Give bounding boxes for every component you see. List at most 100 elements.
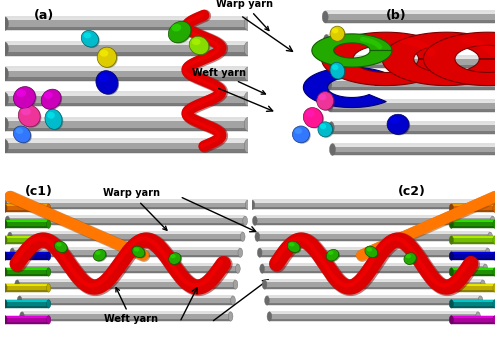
Ellipse shape [244,67,251,81]
Bar [5,220,49,228]
Ellipse shape [16,128,24,134]
Ellipse shape [46,110,64,130]
Ellipse shape [316,92,334,110]
Bar [452,306,495,308]
Ellipse shape [483,264,488,273]
Ellipse shape [46,220,51,228]
Bar [258,232,490,241]
Bar [5,200,248,203]
Ellipse shape [132,246,145,258]
Bar [5,42,248,55]
Bar [17,280,235,282]
Bar [332,122,500,133]
Ellipse shape [2,200,7,210]
Ellipse shape [46,204,51,212]
Ellipse shape [390,117,400,124]
Bar [260,248,488,250]
Bar [5,17,248,20]
Bar [5,300,49,308]
Ellipse shape [250,200,255,210]
Bar [5,92,248,96]
Bar [5,316,49,324]
Ellipse shape [46,284,51,292]
Ellipse shape [244,17,251,30]
Bar [5,242,49,244]
Bar [5,322,49,324]
Ellipse shape [170,22,192,44]
Bar [452,210,495,212]
Bar [14,264,238,273]
Ellipse shape [493,300,497,308]
Bar [325,11,500,23]
Ellipse shape [328,122,334,133]
Ellipse shape [228,312,233,321]
Bar [22,312,231,321]
Ellipse shape [326,78,332,90]
Ellipse shape [449,220,454,228]
Bar [255,216,492,218]
Ellipse shape [476,312,480,321]
Bar [325,20,500,23]
Bar [452,300,495,302]
Ellipse shape [406,254,411,258]
Bar [5,200,248,210]
Ellipse shape [2,92,8,106]
Bar [5,220,49,222]
Bar [5,274,49,276]
Ellipse shape [332,28,338,33]
Bar [452,204,495,212]
Bar [5,150,248,153]
Ellipse shape [262,280,267,289]
Ellipse shape [289,243,294,246]
Ellipse shape [97,72,119,95]
Ellipse shape [488,232,492,241]
Bar [255,223,492,225]
Ellipse shape [387,114,409,134]
Bar [452,242,495,244]
Ellipse shape [98,74,108,82]
Bar [452,290,495,292]
Ellipse shape [20,106,42,128]
Ellipse shape [238,248,242,257]
Polygon shape [312,34,392,67]
Ellipse shape [14,87,36,109]
Ellipse shape [233,280,238,289]
Ellipse shape [244,42,251,55]
Bar [5,258,49,260]
Bar [267,296,480,298]
Ellipse shape [294,128,302,134]
Ellipse shape [14,87,36,108]
Bar [5,27,248,30]
Bar [5,316,49,318]
Ellipse shape [493,252,497,260]
Bar [252,207,495,210]
Bar [332,152,500,155]
Ellipse shape [46,300,51,308]
Bar [332,122,500,125]
Bar [452,220,495,228]
Ellipse shape [318,92,335,111]
Bar [328,57,500,59]
Ellipse shape [3,300,7,308]
Ellipse shape [41,89,61,109]
Bar [5,210,49,212]
Ellipse shape [94,250,106,261]
Text: (c1): (c1) [24,185,52,198]
Ellipse shape [46,268,51,276]
Bar [267,303,480,305]
Ellipse shape [478,296,483,305]
Bar [252,200,495,203]
Ellipse shape [258,248,262,257]
Ellipse shape [327,100,333,112]
Ellipse shape [94,250,107,262]
Ellipse shape [486,248,490,257]
Ellipse shape [324,34,330,46]
Ellipse shape [21,108,31,115]
Bar [452,236,495,238]
Ellipse shape [244,118,251,131]
Bar [452,322,495,324]
Ellipse shape [168,253,181,264]
Bar [252,200,495,210]
Bar [330,109,500,112]
Ellipse shape [324,57,330,68]
